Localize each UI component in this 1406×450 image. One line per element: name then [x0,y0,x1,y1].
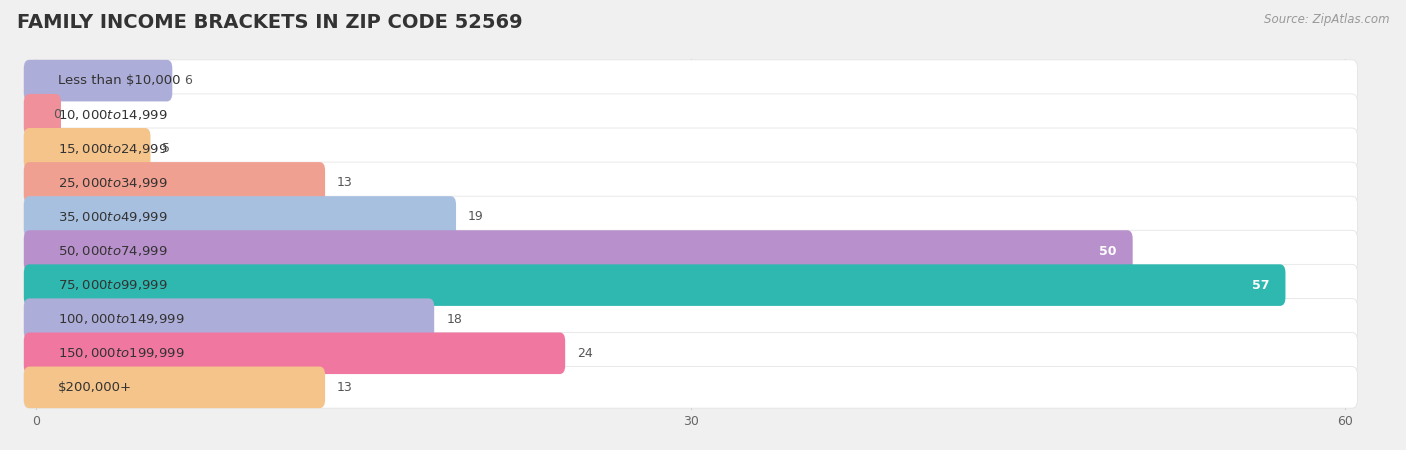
FancyBboxPatch shape [24,162,1357,204]
FancyBboxPatch shape [24,333,1357,374]
FancyBboxPatch shape [24,264,1357,306]
FancyBboxPatch shape [24,264,1285,306]
Text: 57: 57 [1251,279,1270,292]
Text: $15,000 to $24,999: $15,000 to $24,999 [58,142,167,156]
Text: 19: 19 [468,211,484,224]
FancyBboxPatch shape [24,230,1133,272]
FancyBboxPatch shape [24,128,1357,170]
FancyBboxPatch shape [24,128,150,170]
Text: 6: 6 [184,74,193,87]
Text: $75,000 to $99,999: $75,000 to $99,999 [58,278,167,292]
Text: 18: 18 [446,313,463,326]
Text: 50: 50 [1099,244,1116,257]
Text: 13: 13 [337,176,353,189]
FancyBboxPatch shape [24,298,434,340]
FancyBboxPatch shape [24,94,1357,135]
FancyBboxPatch shape [24,196,1357,238]
Text: $200,000+: $200,000+ [58,381,132,394]
Text: $150,000 to $199,999: $150,000 to $199,999 [58,346,184,360]
Text: $25,000 to $34,999: $25,000 to $34,999 [58,176,167,190]
Text: $50,000 to $74,999: $50,000 to $74,999 [58,244,167,258]
Text: 0: 0 [53,108,62,121]
FancyBboxPatch shape [24,333,565,374]
Text: Less than $10,000: Less than $10,000 [58,74,180,87]
FancyBboxPatch shape [24,196,456,238]
FancyBboxPatch shape [24,162,325,204]
FancyBboxPatch shape [24,367,1357,408]
Text: 24: 24 [578,347,593,360]
FancyBboxPatch shape [24,60,173,101]
FancyBboxPatch shape [24,94,60,135]
Text: $35,000 to $49,999: $35,000 to $49,999 [58,210,167,224]
FancyBboxPatch shape [24,298,1357,340]
Text: $10,000 to $14,999: $10,000 to $14,999 [58,108,167,122]
Text: $100,000 to $149,999: $100,000 to $149,999 [58,312,184,326]
FancyBboxPatch shape [24,367,325,408]
FancyBboxPatch shape [24,60,1357,101]
Text: 13: 13 [337,381,353,394]
Text: FAMILY INCOME BRACKETS IN ZIP CODE 52569: FAMILY INCOME BRACKETS IN ZIP CODE 52569 [17,14,523,32]
FancyBboxPatch shape [24,230,1357,272]
Text: 5: 5 [163,142,170,155]
Text: Source: ZipAtlas.com: Source: ZipAtlas.com [1264,14,1389,27]
